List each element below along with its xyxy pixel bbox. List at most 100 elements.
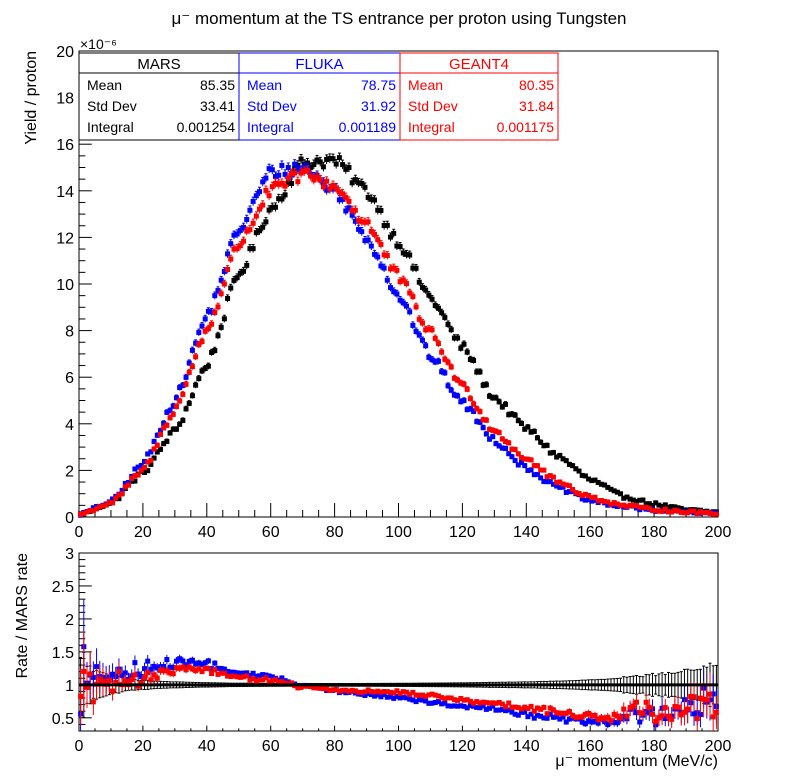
data-point bbox=[106, 500, 112, 506]
data-point bbox=[221, 281, 227, 287]
ratio-point bbox=[467, 698, 473, 704]
ratio-point bbox=[381, 689, 387, 695]
data-point bbox=[330, 182, 336, 188]
data-point bbox=[253, 213, 259, 219]
data-point bbox=[196, 342, 202, 348]
x-tick-label: 160 bbox=[577, 524, 604, 541]
stats-row-label: Mean bbox=[247, 77, 282, 93]
data-point bbox=[602, 498, 608, 504]
data-point bbox=[496, 430, 502, 436]
data-point bbox=[221, 268, 227, 274]
data-point bbox=[288, 180, 294, 186]
data-point bbox=[576, 490, 582, 496]
data-point bbox=[560, 456, 566, 462]
data-point bbox=[432, 359, 438, 365]
data-point bbox=[512, 412, 518, 418]
ratio-point bbox=[496, 699, 502, 705]
data-point bbox=[467, 356, 473, 362]
data-point bbox=[557, 484, 563, 490]
data-point bbox=[586, 476, 592, 482]
ratio-point bbox=[314, 685, 320, 691]
data-point bbox=[298, 156, 304, 162]
data-point bbox=[400, 300, 406, 306]
ratio-point bbox=[356, 689, 362, 695]
ratio-point bbox=[608, 718, 614, 724]
data-point bbox=[279, 180, 285, 186]
data-point bbox=[282, 183, 288, 189]
data-point bbox=[554, 483, 560, 489]
data-point bbox=[148, 461, 154, 467]
ratio-point bbox=[643, 699, 649, 705]
ratio-point bbox=[215, 665, 221, 671]
ratio-point bbox=[410, 697, 416, 703]
series-geant4 bbox=[78, 165, 719, 517]
data-point bbox=[566, 461, 572, 467]
ratio-point bbox=[528, 703, 534, 709]
data-point bbox=[285, 164, 291, 170]
ratio-point bbox=[372, 693, 378, 699]
data-point bbox=[205, 308, 211, 314]
data-point bbox=[141, 469, 147, 475]
data-point bbox=[225, 295, 231, 301]
data-point bbox=[314, 157, 320, 163]
data-point bbox=[320, 164, 326, 170]
data-point bbox=[237, 243, 243, 249]
data-point bbox=[189, 347, 195, 353]
ratio-point bbox=[455, 697, 461, 703]
data-point bbox=[269, 184, 275, 190]
ratio-point bbox=[97, 676, 103, 682]
data-point bbox=[528, 429, 534, 435]
data-point bbox=[694, 507, 700, 513]
data-point bbox=[110, 496, 116, 502]
ratio-point bbox=[403, 689, 409, 695]
data-point bbox=[646, 505, 652, 511]
data-point bbox=[362, 219, 368, 225]
ratio-point bbox=[477, 705, 483, 711]
data-point bbox=[630, 497, 636, 503]
ratio-point bbox=[665, 714, 671, 720]
ratio-point bbox=[691, 711, 697, 717]
data-point bbox=[336, 189, 342, 195]
ratio-point bbox=[237, 674, 243, 680]
data-point bbox=[250, 220, 256, 226]
data-point bbox=[170, 426, 176, 432]
data-point bbox=[183, 406, 189, 412]
ratio-point bbox=[362, 689, 368, 695]
data-point bbox=[448, 327, 454, 333]
data-point bbox=[129, 475, 135, 481]
data-point bbox=[480, 417, 486, 423]
data-point bbox=[234, 231, 240, 237]
ratio-point bbox=[110, 671, 116, 677]
ratio-point bbox=[461, 697, 467, 703]
data-point bbox=[563, 489, 569, 495]
y-tick-label-top: 0 bbox=[65, 510, 74, 527]
ratio-point bbox=[538, 713, 544, 719]
ratio-point bbox=[455, 703, 461, 709]
data-point bbox=[212, 348, 218, 354]
ratio-point bbox=[196, 660, 202, 666]
data-point bbox=[269, 167, 275, 173]
data-point bbox=[247, 207, 253, 213]
ratio-point bbox=[541, 704, 547, 710]
ratio-point bbox=[630, 703, 636, 709]
ratio-point bbox=[503, 708, 509, 714]
ratio-point bbox=[90, 674, 96, 680]
data-point bbox=[164, 438, 170, 444]
data-point bbox=[474, 369, 480, 375]
ratio-point bbox=[276, 679, 282, 685]
data-point bbox=[145, 459, 151, 465]
data-point bbox=[592, 477, 598, 483]
ratio-point bbox=[634, 710, 640, 716]
ratio-point bbox=[231, 669, 237, 675]
data-point bbox=[458, 345, 464, 351]
ratio-point bbox=[145, 670, 151, 676]
ratio-point bbox=[151, 663, 157, 669]
y-tick-label-bottom: 3 bbox=[65, 546, 74, 563]
ratio-point bbox=[471, 703, 477, 709]
data-point bbox=[429, 296, 435, 302]
data-point bbox=[292, 170, 298, 176]
data-point bbox=[614, 501, 620, 507]
ratio-point bbox=[388, 689, 394, 695]
ratio-point bbox=[381, 691, 387, 697]
ratio-point bbox=[480, 703, 486, 709]
